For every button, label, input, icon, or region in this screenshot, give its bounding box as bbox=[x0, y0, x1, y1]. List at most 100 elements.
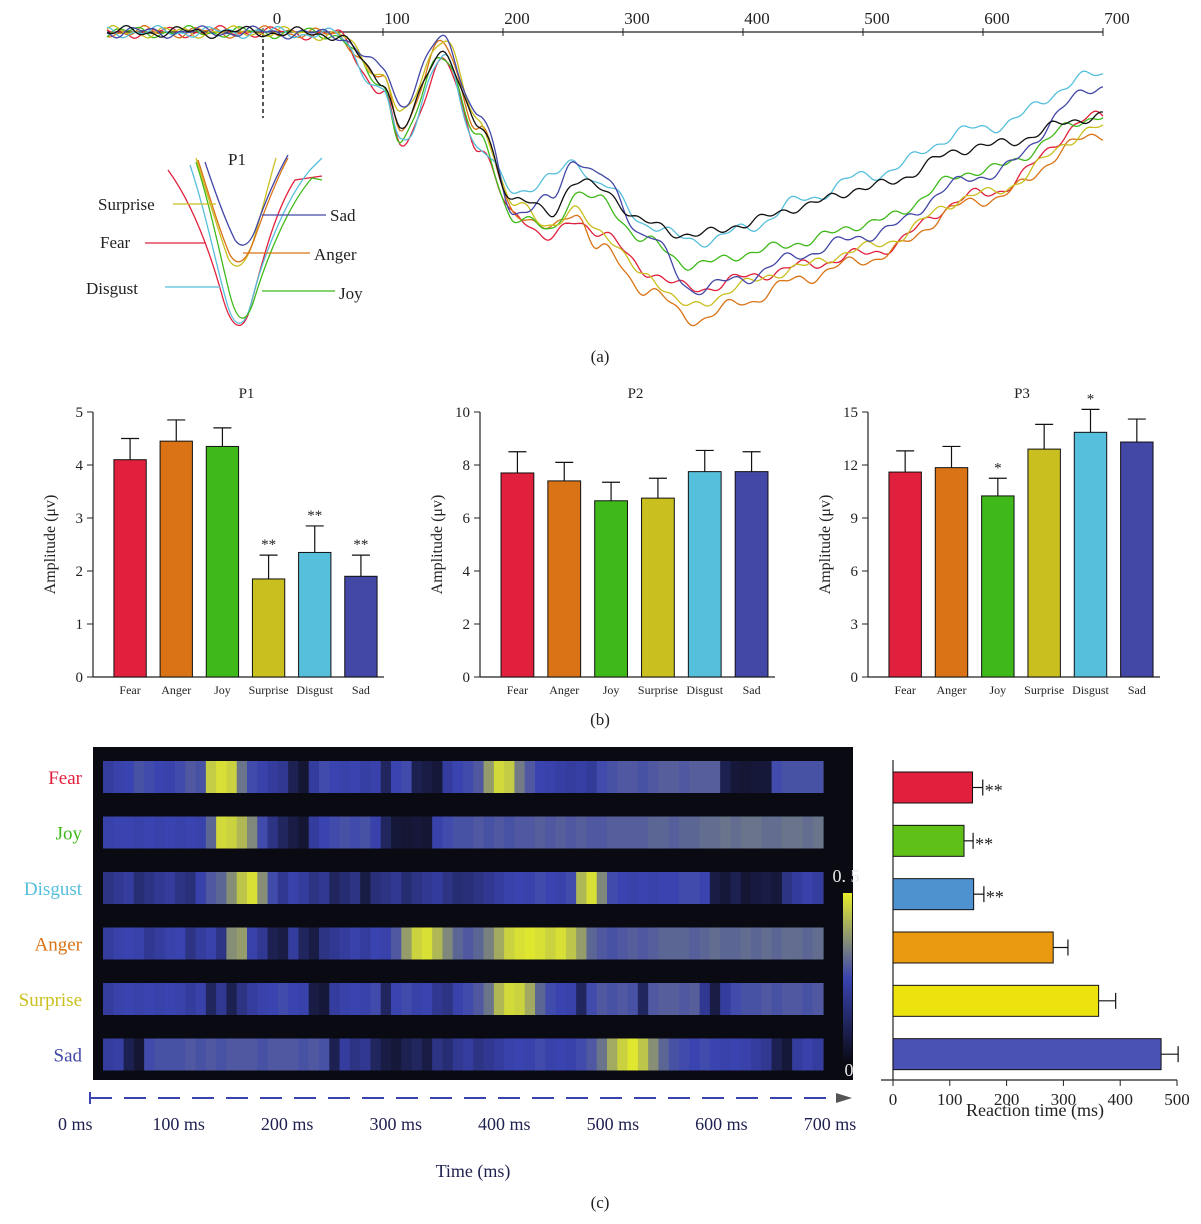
p3-bar-chart: 0 3 6 9 12 15 P3 Amplitude (μv) Fear Anger * Joy Sur… bbox=[817, 386, 1160, 697]
heatmap-cell bbox=[113, 983, 125, 1015]
heatmap-cell bbox=[164, 872, 176, 904]
heatmap-cell bbox=[421, 816, 433, 849]
heatmap-cell bbox=[154, 983, 166, 1015]
heatmap-cell bbox=[175, 927, 186, 960]
p1-inset: P1 Surprise Fear Disgust Sad Anger Joy bbox=[86, 150, 363, 327]
heatmap-cell bbox=[401, 816, 413, 849]
heatmap-cell bbox=[164, 816, 176, 849]
heatmap-cell bbox=[751, 872, 762, 904]
heatmap-row-label-disgust: Disgust bbox=[24, 879, 83, 900]
heatmap-cell bbox=[401, 983, 413, 1015]
heatmap-cell bbox=[555, 1038, 567, 1071]
heatmap-cell bbox=[123, 1038, 135, 1071]
heatmap-cell bbox=[421, 872, 433, 904]
heatmap-cell bbox=[144, 816, 156, 849]
P3-bar-anger bbox=[934, 467, 969, 678]
heatmap-cell bbox=[668, 872, 680, 904]
p1-bar-chart: 0 1 2 3 4 5 P1 Amplitude (μv) Fear Anger Joy ** Surp… bbox=[42, 386, 384, 697]
heatmap-cell bbox=[360, 761, 372, 793]
heatmap-cell bbox=[483, 816, 495, 849]
heatmap-cell bbox=[576, 872, 588, 904]
heatmap-cell bbox=[648, 761, 660, 793]
heatmap-cell bbox=[164, 927, 176, 960]
heatmap-cell bbox=[781, 872, 793, 904]
P2-bar-disgust bbox=[687, 471, 722, 678]
heatmap-cell bbox=[524, 983, 536, 1015]
heatmap-cell bbox=[349, 761, 361, 793]
heatmap-cell bbox=[658, 761, 670, 793]
heatmap-cell bbox=[473, 816, 485, 849]
rt-x-tick-label: 500 bbox=[1164, 1090, 1190, 1109]
heatmap-cell bbox=[370, 816, 382, 849]
heatmap-cell bbox=[123, 816, 135, 849]
heatmap-cell bbox=[720, 761, 732, 793]
time-tick-label: 600 ms bbox=[695, 1114, 748, 1134]
heatmap-cell bbox=[267, 1038, 279, 1071]
heatmap-cell bbox=[761, 927, 773, 960]
heatmap-cell bbox=[689, 1038, 701, 1071]
heatmap-cell bbox=[236, 927, 248, 960]
heatmap-cell bbox=[360, 1038, 372, 1071]
heatmap-cell bbox=[277, 1038, 289, 1071]
P3-x-tick-label: Sad bbox=[1128, 683, 1146, 697]
heatmap-cell bbox=[514, 983, 526, 1015]
heatmap-cell bbox=[257, 761, 269, 793]
heatmap-cell bbox=[504, 1038, 516, 1071]
heatmap-cell bbox=[751, 983, 762, 1015]
rt-bar-fear bbox=[892, 771, 974, 804]
panel-label-a: (a) bbox=[591, 347, 610, 366]
heatmap-cell bbox=[730, 1038, 742, 1071]
erp-waveform-chart: 0 100 200 300 400 500 600 700 P1 Surprise Fear Disg… bbox=[86, 9, 1130, 327]
P3-y-tick-label: 12 bbox=[843, 458, 858, 474]
erp-x-tick-label: 400 bbox=[744, 9, 770, 28]
heatmap-cell bbox=[792, 983, 804, 1015]
heatmap-cell bbox=[596, 761, 608, 793]
heatmap-cell bbox=[113, 872, 125, 904]
heatmap-cell bbox=[298, 761, 310, 793]
heatmap-cell bbox=[699, 872, 711, 904]
heatmap-row-label-anger: Anger bbox=[35, 935, 83, 956]
time-axis-label: Time (ms) bbox=[436, 1161, 511, 1182]
heatmap-cell bbox=[504, 872, 516, 904]
heatmap-cell bbox=[761, 1038, 773, 1071]
heatmap-cell bbox=[452, 1038, 464, 1071]
heatmap-cell bbox=[175, 761, 186, 793]
heatmap-cell bbox=[545, 816, 557, 849]
heatmap-cell bbox=[524, 1038, 536, 1071]
heatmap-cell bbox=[113, 761, 125, 793]
heatmap-cell bbox=[267, 927, 279, 960]
heatmap-cell bbox=[329, 983, 341, 1015]
heatmap-cell bbox=[689, 872, 701, 904]
heatmap-cell bbox=[771, 1038, 783, 1071]
heatmap-cell bbox=[812, 816, 824, 849]
heatmap-cell bbox=[648, 816, 660, 849]
heatmap-cell bbox=[288, 872, 300, 904]
emotion-heatmap: Fear Joy Disgust Anger Surprise Sad 0. 5 0 0 ms 1… bbox=[19, 747, 860, 1182]
heatmap-cell bbox=[740, 927, 752, 960]
heatmap-cell bbox=[483, 983, 495, 1015]
heatmap-cell bbox=[596, 872, 608, 904]
heatmap-cell bbox=[185, 1038, 197, 1071]
heatmap-cell bbox=[380, 927, 392, 960]
heatmap-cell bbox=[319, 872, 330, 904]
heatmap-cell bbox=[627, 816, 639, 849]
P1-y-tick-label: 3 bbox=[76, 511, 84, 527]
heatmap-cell bbox=[319, 816, 330, 849]
heatmap-cell bbox=[545, 983, 557, 1015]
heatmap-cell bbox=[154, 1038, 166, 1071]
inset-curve-surprise bbox=[195, 157, 277, 267]
heatmap-row-label-fear: Fear bbox=[48, 768, 82, 789]
P1-y-tick-label: 5 bbox=[76, 405, 84, 421]
heatmap-cell bbox=[154, 816, 166, 849]
heatmap-cell bbox=[247, 872, 258, 904]
P2-bar-joy bbox=[594, 500, 628, 678]
heatmap-cell bbox=[370, 761, 382, 793]
heatmap-cell bbox=[740, 816, 752, 849]
heatmap-cell bbox=[463, 927, 474, 960]
heatmap-cell bbox=[761, 983, 773, 1015]
P1-y-tick-label: 1 bbox=[76, 617, 84, 633]
time-axis-arrow bbox=[836, 1093, 852, 1103]
heatmap-cell bbox=[216, 927, 228, 960]
heatmap-cell bbox=[514, 927, 526, 960]
